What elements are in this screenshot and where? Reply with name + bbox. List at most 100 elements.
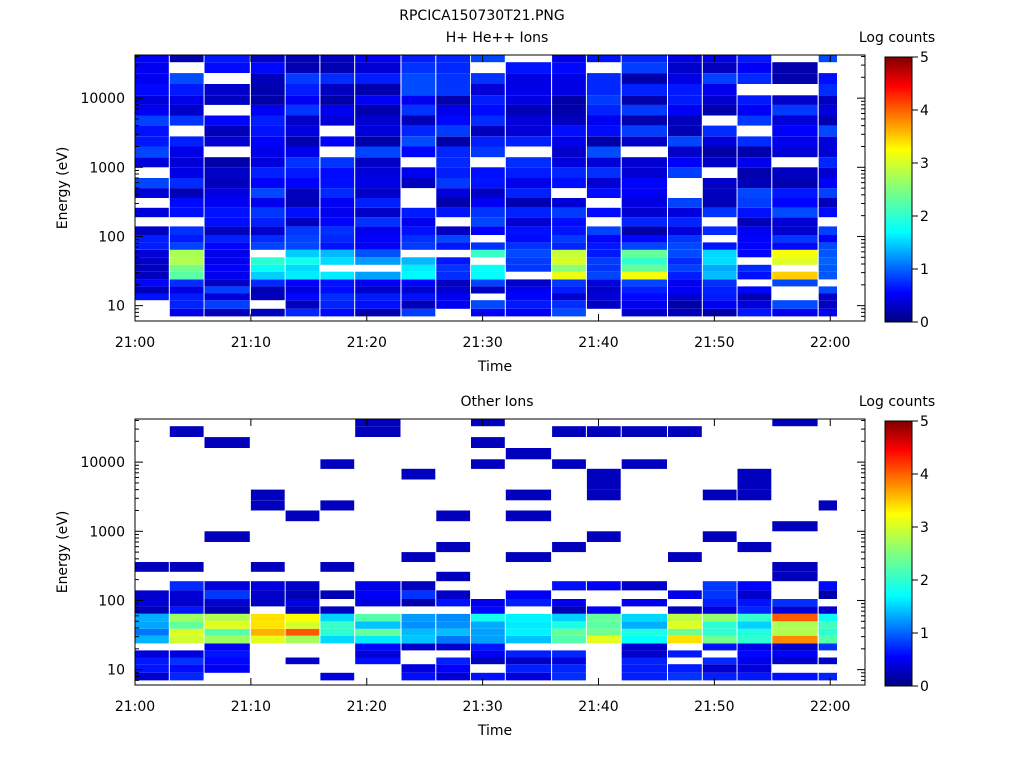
heatmap-cell: [436, 621, 471, 629]
xlabel-h-he: Time: [477, 359, 512, 375]
heatmap-cell: [668, 104, 702, 116]
heatmap-cell: [401, 672, 436, 681]
heatmap-cell: [204, 207, 250, 218]
heatmap-cell: [135, 672, 169, 681]
heatmap-cell: [436, 664, 471, 673]
heatmap-cell: [772, 242, 818, 250]
heatmap-cell: [552, 672, 586, 681]
heatmap-cell: [320, 672, 355, 681]
heatmap-cell: [169, 73, 204, 84]
heatmap-cell: [552, 300, 586, 309]
heatmap-cell: [702, 581, 737, 591]
heatmap-cell: [702, 672, 737, 681]
heatmap-cell: [320, 207, 355, 218]
heatmap-cell: [818, 657, 837, 665]
heatmap-cell: [505, 226, 552, 235]
heatmap-cell: [818, 178, 837, 189]
heatmap-cell: [169, 242, 204, 250]
heatmap-cell: [621, 62, 667, 73]
heatmap-cell: [772, 643, 818, 651]
heatmap-cell: [355, 95, 401, 105]
heatmap-cell: [355, 286, 401, 294]
heatmap-cell: [737, 606, 772, 614]
heatmap-cell: [285, 167, 320, 178]
heatmap-cell: [668, 650, 702, 658]
heatmap-cell: [471, 217, 505, 227]
heatmap-cell: [471, 84, 505, 96]
heatmap-cell: [737, 672, 772, 681]
heatmap-cell: [471, 73, 505, 84]
heatmap-cell: [250, 115, 285, 126]
axes-h-he: 21:00 21:10 21:20 21:30 21:40 21:50 22:00 10 100…: [80, 55, 865, 351]
x-tick-label: 21:50: [694, 699, 734, 715]
heatmap-cell: [505, 157, 552, 168]
heatmap-cell: [436, 300, 471, 309]
heatmap-cell: [552, 657, 586, 665]
heatmap-cell: [204, 257, 250, 265]
heatmap-cell: [135, 613, 169, 622]
heatmap-cell: [204, 235, 250, 243]
y-tick-label: 1000: [89, 160, 125, 176]
heatmap-cell: [818, 308, 837, 317]
heatmap-cell: [552, 264, 586, 272]
heatmap-cell: [250, 308, 285, 317]
heatmap-cell: [586, 613, 621, 622]
heatmap-cell: [471, 650, 505, 658]
heatmap-cell: [621, 599, 667, 607]
heatmap-cell: [320, 606, 355, 614]
heatmap-cell: [621, 293, 667, 301]
heatmap-cell: [250, 599, 285, 607]
colorbar-tick-label: 5: [920, 50, 929, 66]
heatmap-cell: [505, 657, 552, 665]
heatmap-cell: [401, 125, 436, 137]
heatmap-cell: [204, 308, 250, 317]
heatmap-cell: [702, 628, 737, 636]
heatmap-cell: [621, 167, 667, 178]
heatmap-cell: [552, 178, 586, 189]
heatmap-cell: [169, 621, 204, 629]
heatmap-cell: [320, 73, 355, 84]
heatmap-cell: [818, 73, 837, 84]
heatmap-cell: [204, 249, 250, 258]
heatmap-cell: [505, 104, 552, 116]
heatmap-cell: [169, 235, 204, 243]
heatmap-cell: [668, 62, 702, 73]
heatmap-cell: [668, 590, 702, 599]
heatmap-cell: [135, 73, 169, 84]
heatmap-cell: [818, 226, 837, 235]
heatmap-cell: [586, 300, 621, 309]
heatmap-cell: [702, 613, 737, 622]
x-tick-label: 21:00: [115, 335, 155, 351]
heatmap-cell: [471, 643, 505, 651]
heatmap-cell: [285, 581, 320, 591]
heatmap-cell: [552, 249, 586, 258]
heatmap-cell: [818, 257, 837, 265]
heatmap-cell: [772, 235, 818, 243]
heatmap-cell: [737, 115, 772, 126]
heatmap-cell: [135, 188, 169, 198]
heatmap-cell: [436, 590, 471, 599]
heatmap-cell: [818, 167, 837, 178]
heatmap-cell: [702, 264, 737, 272]
heatmap-cell: [204, 95, 250, 105]
heatmap-cell: [621, 279, 667, 287]
heatmap-cell: [552, 271, 586, 280]
heatmap-cell: [320, 249, 355, 258]
heatmap-cell: [401, 581, 436, 591]
heatmap-cell: [772, 521, 818, 532]
heatmap-cell: [668, 628, 702, 636]
heatmap-cell: [135, 55, 169, 63]
heatmap-cell: [250, 621, 285, 629]
xlabel-other: Time: [477, 723, 512, 739]
colorbar-tick-label: 1: [920, 262, 929, 278]
heatmap-cell: [436, 125, 471, 137]
heatmap-cell: [621, 242, 667, 250]
heatmap-cell: [436, 73, 471, 84]
heatmap-cell: [320, 198, 355, 208]
heatmap-cell: [250, 55, 285, 63]
heatmap-cell: [505, 257, 552, 265]
heatmap-cell: [621, 178, 667, 189]
heatmap-cell: [320, 286, 355, 294]
heatmap-cell: [668, 146, 702, 158]
heatmap-cell: [436, 242, 471, 250]
